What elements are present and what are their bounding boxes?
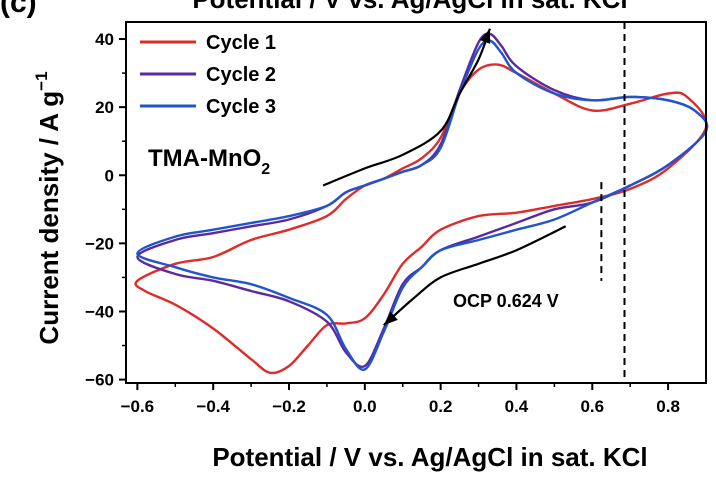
y-tick-label: −20 [85,234,114,253]
legend: Cycle 1 Cycle 2 Cycle 3 [140,32,276,118]
legend-label-cycle-3: Cycle 3 [206,96,276,118]
panel-label: (c) [0,0,37,19]
cathodic-scan-arrow-head [383,311,398,326]
material-label-main: TMA-MnO [148,145,261,172]
y-tick-label: 20 [95,98,114,117]
y-axis-title: Current density / A g−1 [32,71,64,344]
y-tick-label: 0 [105,166,114,185]
x-tick-label: 0.2 [429,397,453,416]
x-tick-label: −0.6 [121,397,155,416]
x-tick-label: 0.8 [656,397,680,416]
top-axis-title: Potential / V vs. Ag/AgCl in sat. KCl [192,0,627,14]
y-tick-label: 40 [95,30,114,49]
material-label: TMA-MnO2 [148,145,270,178]
y-axis-title-main: Current density / A g [34,91,64,345]
anodic-scan-arrow-head [479,28,491,44]
y-tick-label: −60 [85,371,114,390]
ocp-label: OCP 0.624 V [453,291,559,311]
x-tick-label: −0.4 [196,397,230,416]
y-tick-label: −40 [85,302,114,321]
x-axis-ticks: −0.6 −0.4 −0.2 0.0 0.2 0.4 0.6 0.8 [121,383,680,416]
x-tick-label: 0.0 [353,397,377,416]
plot-frame [125,21,707,384]
legend-label-cycle-1: Cycle 1 [206,32,276,54]
series-line-cycle-3 [136,39,709,371]
x-tick-label: 0.6 [580,397,604,416]
x-tick-label: 0.4 [505,397,529,416]
y-axis-title-superscript: −1 [32,71,51,90]
cathodic-scan-arrow-curve [383,225,567,326]
x-axis-title: Potential / V vs. Ag/AgCl in sat. KCl [212,442,647,472]
x-tick-label: −0.2 [272,397,306,416]
y-axis-ticks: −60 −40 −20 0 20 40 [85,30,126,390]
legend-label-cycle-2: Cycle 2 [206,64,276,86]
annotation-layer [322,22,626,383]
material-label-subscript: 2 [261,161,270,178]
anodic-scan-arrow-curve [322,28,491,187]
